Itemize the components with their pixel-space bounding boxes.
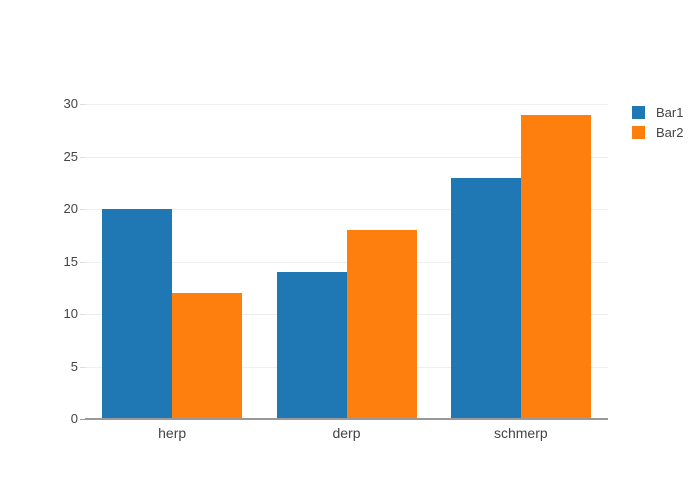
- legend-swatch-bar2: [632, 126, 645, 139]
- y-tick-label: 10: [63, 306, 78, 321]
- x-tick-label-herp: herp: [158, 425, 187, 441]
- y-tick-mark: [80, 261, 85, 263]
- y-tick-mark: [80, 209, 85, 210]
- y-tick-label: 0: [70, 411, 78, 426]
- legend-item-bar1[interactable]: Bar1: [632, 106, 683, 119]
- bar-bar1-schmerp[interactable]: [450, 177, 521, 419]
- legend: Bar1 Bar2: [632, 106, 683, 139]
- y-tick-label: 25: [63, 148, 78, 164]
- x-tick-label-schmerp: schmerp: [493, 425, 548, 441]
- y-tick-mark: [80, 419, 85, 420]
- bar-bar2-derp[interactable]: [346, 230, 417, 419]
- legend-label-bar1: Bar1: [656, 105, 684, 120]
- y-tick-label: 15: [63, 253, 78, 269]
- x-tick-label-derp: derp: [332, 425, 361, 441]
- y-tick-mark: [80, 156, 85, 158]
- legend-label-bar2: Bar2: [656, 125, 684, 140]
- gridline: [85, 104, 608, 105]
- legend-swatch-bar1: [632, 106, 645, 119]
- bar-bar1-derp[interactable]: [276, 272, 347, 419]
- y-tick-label: 20: [63, 201, 78, 216]
- y-tick-label: 5: [70, 358, 78, 374]
- y-tick-mark: [80, 366, 85, 368]
- x-axis-line: [85, 418, 608, 420]
- legend-item-bar2[interactable]: Bar2: [632, 126, 683, 139]
- y-tick-label: 30: [63, 96, 78, 111]
- bar-bar2-herp[interactable]: [172, 293, 243, 419]
- bar-bar1-herp[interactable]: [102, 209, 173, 419]
- bar-bar2-schmerp[interactable]: [520, 114, 591, 419]
- y-tick-mark: [80, 104, 85, 105]
- y-tick-mark: [80, 314, 85, 315]
